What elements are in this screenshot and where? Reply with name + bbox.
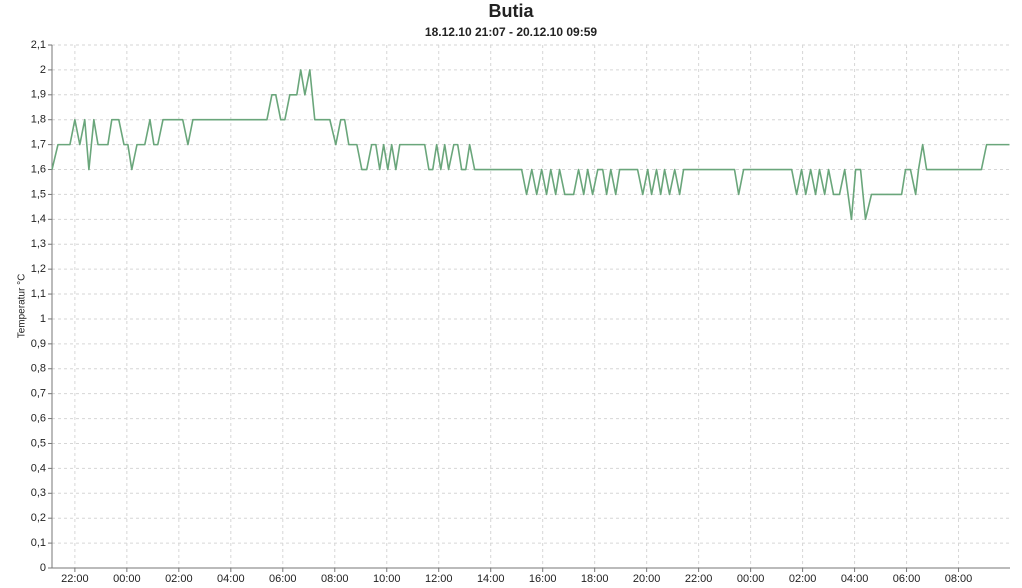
chart-title: Butia bbox=[489, 1, 535, 21]
y-tick-label: 0,1 bbox=[31, 537, 46, 549]
y-tick-label: 0,7 bbox=[31, 388, 46, 400]
x-tick-label: 00:00 bbox=[737, 573, 765, 585]
chart-subtitle: 18.12.10 21:07 - 20.12.10 09:59 bbox=[425, 25, 597, 39]
x-tick-label: 16:00 bbox=[529, 573, 557, 585]
y-tick-label: 0,5 bbox=[31, 437, 46, 449]
y-tick-label: 1,2 bbox=[31, 263, 46, 275]
x-tick-label: 20:00 bbox=[633, 573, 661, 585]
x-tick-label: 04:00 bbox=[841, 573, 869, 585]
data-line bbox=[51, 69, 1010, 221]
x-tick-label: 08:00 bbox=[321, 573, 349, 585]
y-tick-label: 1,4 bbox=[31, 213, 46, 225]
y-tick-label: 1,8 bbox=[31, 114, 46, 126]
x-tick-label: 04:00 bbox=[217, 573, 245, 585]
y-tick-label: 2 bbox=[40, 64, 46, 76]
x-tick-label: 00:00 bbox=[113, 573, 141, 585]
y-tick-label: 0 bbox=[40, 562, 46, 574]
x-tick-label: 22:00 bbox=[685, 573, 713, 585]
y-tick-label: 1,3 bbox=[31, 238, 46, 250]
x-tick-label: 22:00 bbox=[61, 573, 89, 585]
x-tick-label: 08:00 bbox=[945, 573, 973, 585]
y-tick-label: 0,2 bbox=[31, 512, 46, 524]
y-tick-label: 0,9 bbox=[31, 338, 46, 350]
x-tick-label: 06:00 bbox=[269, 573, 297, 585]
y-tick-label: 1,6 bbox=[31, 163, 46, 175]
x-tick-label: 18:00 bbox=[581, 573, 609, 585]
y-tick-label: 2,1 bbox=[31, 39, 46, 51]
y-tick-label: 1 bbox=[40, 313, 46, 325]
y-tick-label: 0,3 bbox=[31, 487, 46, 499]
y-tick-label: 0,6 bbox=[31, 412, 46, 424]
y-tick-label: 0,4 bbox=[31, 462, 46, 474]
y-axis-label: Temperatur °C bbox=[17, 274, 28, 339]
x-tick-label: 14:00 bbox=[477, 573, 505, 585]
y-tick-label: 1,5 bbox=[31, 188, 46, 200]
y-tick-label: 0,8 bbox=[31, 363, 46, 375]
y-tick-label: 1,7 bbox=[31, 139, 46, 151]
y-tick-label: 1,1 bbox=[31, 288, 46, 300]
x-tick-label: 02:00 bbox=[165, 573, 193, 585]
y-tick-label: 1,9 bbox=[31, 89, 46, 101]
x-tick-label: 10:00 bbox=[373, 573, 401, 585]
x-tick-label: 12:00 bbox=[425, 573, 453, 585]
x-tick-label: 06:00 bbox=[893, 573, 921, 585]
x-tick-label: 02:00 bbox=[789, 573, 817, 585]
